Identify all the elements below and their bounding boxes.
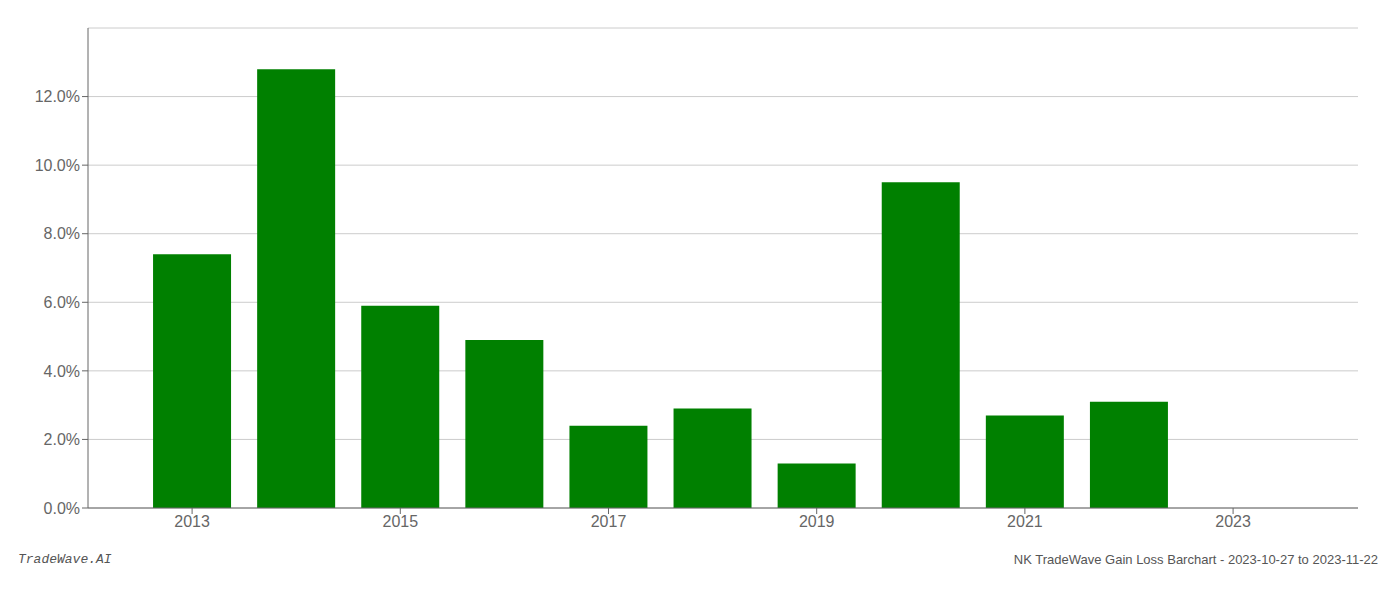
svg-text:2019: 2019 [799, 513, 835, 530]
svg-text:4.0%: 4.0% [44, 363, 80, 380]
svg-text:2013: 2013 [174, 513, 210, 530]
svg-text:2021: 2021 [1007, 513, 1043, 530]
svg-text:2.0%: 2.0% [44, 431, 80, 448]
svg-text:6.0%: 6.0% [44, 294, 80, 311]
svg-text:2023: 2023 [1215, 513, 1251, 530]
svg-text:12.0%: 12.0% [35, 88, 80, 105]
html-text:TradeWave.AI: TradeWave.AI [18, 552, 112, 567]
svg-text:0.0%: 0.0% [44, 500, 80, 517]
svg-text:2015: 2015 [382, 513, 418, 530]
svg-text:8.0%: 8.0% [44, 225, 80, 242]
svg-text:2017: 2017 [591, 513, 627, 530]
svg-text:10.0%: 10.0% [35, 157, 80, 174]
html-text:NK TradeWave Gain Loss Barchar: NK TradeWave Gain Loss Barchart - 2023-1… [1013, 552, 1378, 567]
